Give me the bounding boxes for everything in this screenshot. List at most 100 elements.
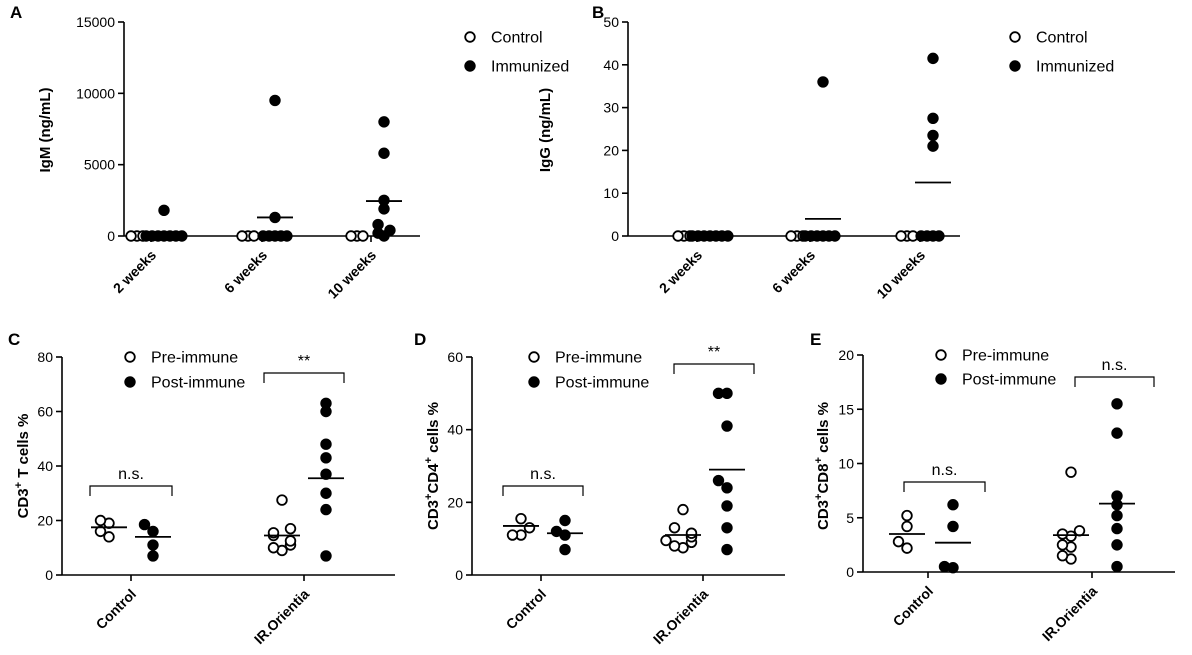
y-axis-title-superscript: + <box>423 494 435 500</box>
legend-marker-filled <box>935 373 947 385</box>
filled-data-point <box>384 224 396 236</box>
y-axis-title-part: CD8 <box>815 464 832 494</box>
significance-label: ** <box>708 344 720 361</box>
open-data-point <box>895 230 907 242</box>
filled-data-point <box>1111 539 1123 551</box>
x-tick-label: 6 weeks <box>769 247 818 296</box>
filled-data-point <box>947 499 959 511</box>
open-data-point <box>672 230 684 242</box>
filled-data-point <box>947 520 959 533</box>
legend-marker-filled <box>528 376 540 388</box>
filled-data-point <box>559 543 571 556</box>
significance-label: n.s. <box>530 466 556 483</box>
panel-letter: B <box>592 3 604 22</box>
significance-label: ** <box>298 353 310 370</box>
significance-bracket <box>502 485 584 496</box>
y-tick-label: 0 <box>846 564 854 580</box>
filled-data-point <box>378 116 390 128</box>
filled-data-point <box>721 522 733 534</box>
y-axis-title-superscript: + <box>423 457 435 463</box>
open-data-point <box>276 494 288 506</box>
filled-data-point <box>927 140 939 152</box>
filled-data-point <box>927 129 939 142</box>
filled-data-point <box>320 487 332 499</box>
x-tick-label: 6 weeks <box>221 247 270 296</box>
y-tick-label: 10 <box>838 456 854 472</box>
x-tick-label: IR.Orientia <box>251 586 313 648</box>
legend-marker-filled <box>464 60 476 72</box>
filled-data-point <box>320 397 332 410</box>
filled-data-point <box>147 539 159 551</box>
filled-data-point <box>927 52 939 65</box>
open-data-point <box>1065 466 1077 478</box>
y-axis-title: IgG (ng/mL) <box>537 88 554 172</box>
legend-marker-filled <box>1009 60 1021 72</box>
significance-bracket <box>1074 376 1155 387</box>
y-axis-title-superscript: + <box>813 494 825 500</box>
filled-data-point <box>721 543 733 556</box>
significance-label: n.s. <box>118 466 144 483</box>
y-axis-title-part: cells % <box>425 402 442 457</box>
filled-data-point <box>721 420 733 432</box>
panel-letter: C <box>8 330 20 349</box>
filled-data-point <box>320 550 332 562</box>
open-data-point <box>125 230 137 242</box>
open-data-point <box>345 230 357 242</box>
y-tick-label: 10 <box>603 185 619 201</box>
x-tick-label: 10 weeks <box>873 247 928 302</box>
open-data-point <box>267 542 280 554</box>
y-tick-label: 0 <box>45 567 53 583</box>
filled-data-point <box>147 525 159 538</box>
panel-b: B 0 10 20 30 40 50 2 weeks 6 weeks 10 weeks IgG (n… <box>537 3 1114 302</box>
y-axis-title-part: CD3 <box>15 488 32 518</box>
significance-bracket <box>903 481 986 492</box>
filled-data-point <box>158 204 170 217</box>
y-tick-label: 20 <box>37 513 53 529</box>
x-tick-label: IR.Orientia <box>650 586 712 648</box>
filled-data-point <box>721 482 733 494</box>
filled-data-point <box>712 474 725 487</box>
y-tick-label: 0 <box>455 567 463 583</box>
filled-data-point <box>559 514 571 527</box>
legend-label: Pre-immune <box>555 350 642 367</box>
legend-marker-open <box>124 351 136 363</box>
open-data-point <box>1073 525 1086 537</box>
legend-marker-open <box>528 351 540 363</box>
y-tick-label: 20 <box>838 347 854 363</box>
x-tick-label: 2 weeks <box>656 247 705 296</box>
legend-label: Pre-immune <box>962 348 1049 365</box>
significance-bracket <box>89 485 173 496</box>
panel-letter: D <box>414 330 426 349</box>
y-tick-label: 10000 <box>76 85 115 101</box>
filled-data-point <box>829 230 841 242</box>
legend-marker-open <box>1009 31 1021 43</box>
significance-bracket <box>263 372 345 383</box>
filled-data-point <box>1111 522 1123 535</box>
y-axis-title-part: T cells % <box>15 414 32 482</box>
legend-label: Post-immune <box>555 375 649 392</box>
open-data-point <box>236 230 248 242</box>
legend-label: Pre-immune <box>151 350 238 367</box>
filled-data-point <box>550 525 563 538</box>
legend-label: Immunized <box>491 59 569 76</box>
y-tick-label: 60 <box>447 349 463 365</box>
open-data-point <box>284 522 297 535</box>
filled-data-point <box>378 147 390 159</box>
y-axis-title-superscript: + <box>813 457 825 463</box>
filled-data-point <box>927 112 939 125</box>
legend-label: Immunized <box>1036 59 1114 76</box>
legend-marker-open <box>464 31 476 43</box>
open-data-point <box>1056 528 1069 540</box>
open-data-point <box>901 520 913 533</box>
filled-data-point <box>722 230 734 242</box>
filled-data-point <box>147 550 159 562</box>
open-data-point <box>1056 550 1069 562</box>
filled-data-point <box>686 230 698 242</box>
filled-data-point <box>721 500 733 512</box>
y-tick-label: 0 <box>107 228 115 244</box>
panel-letter: A <box>10 3 22 22</box>
filled-data-point <box>915 230 927 242</box>
filled-data-point <box>1111 398 1123 410</box>
filled-data-point <box>257 230 269 242</box>
